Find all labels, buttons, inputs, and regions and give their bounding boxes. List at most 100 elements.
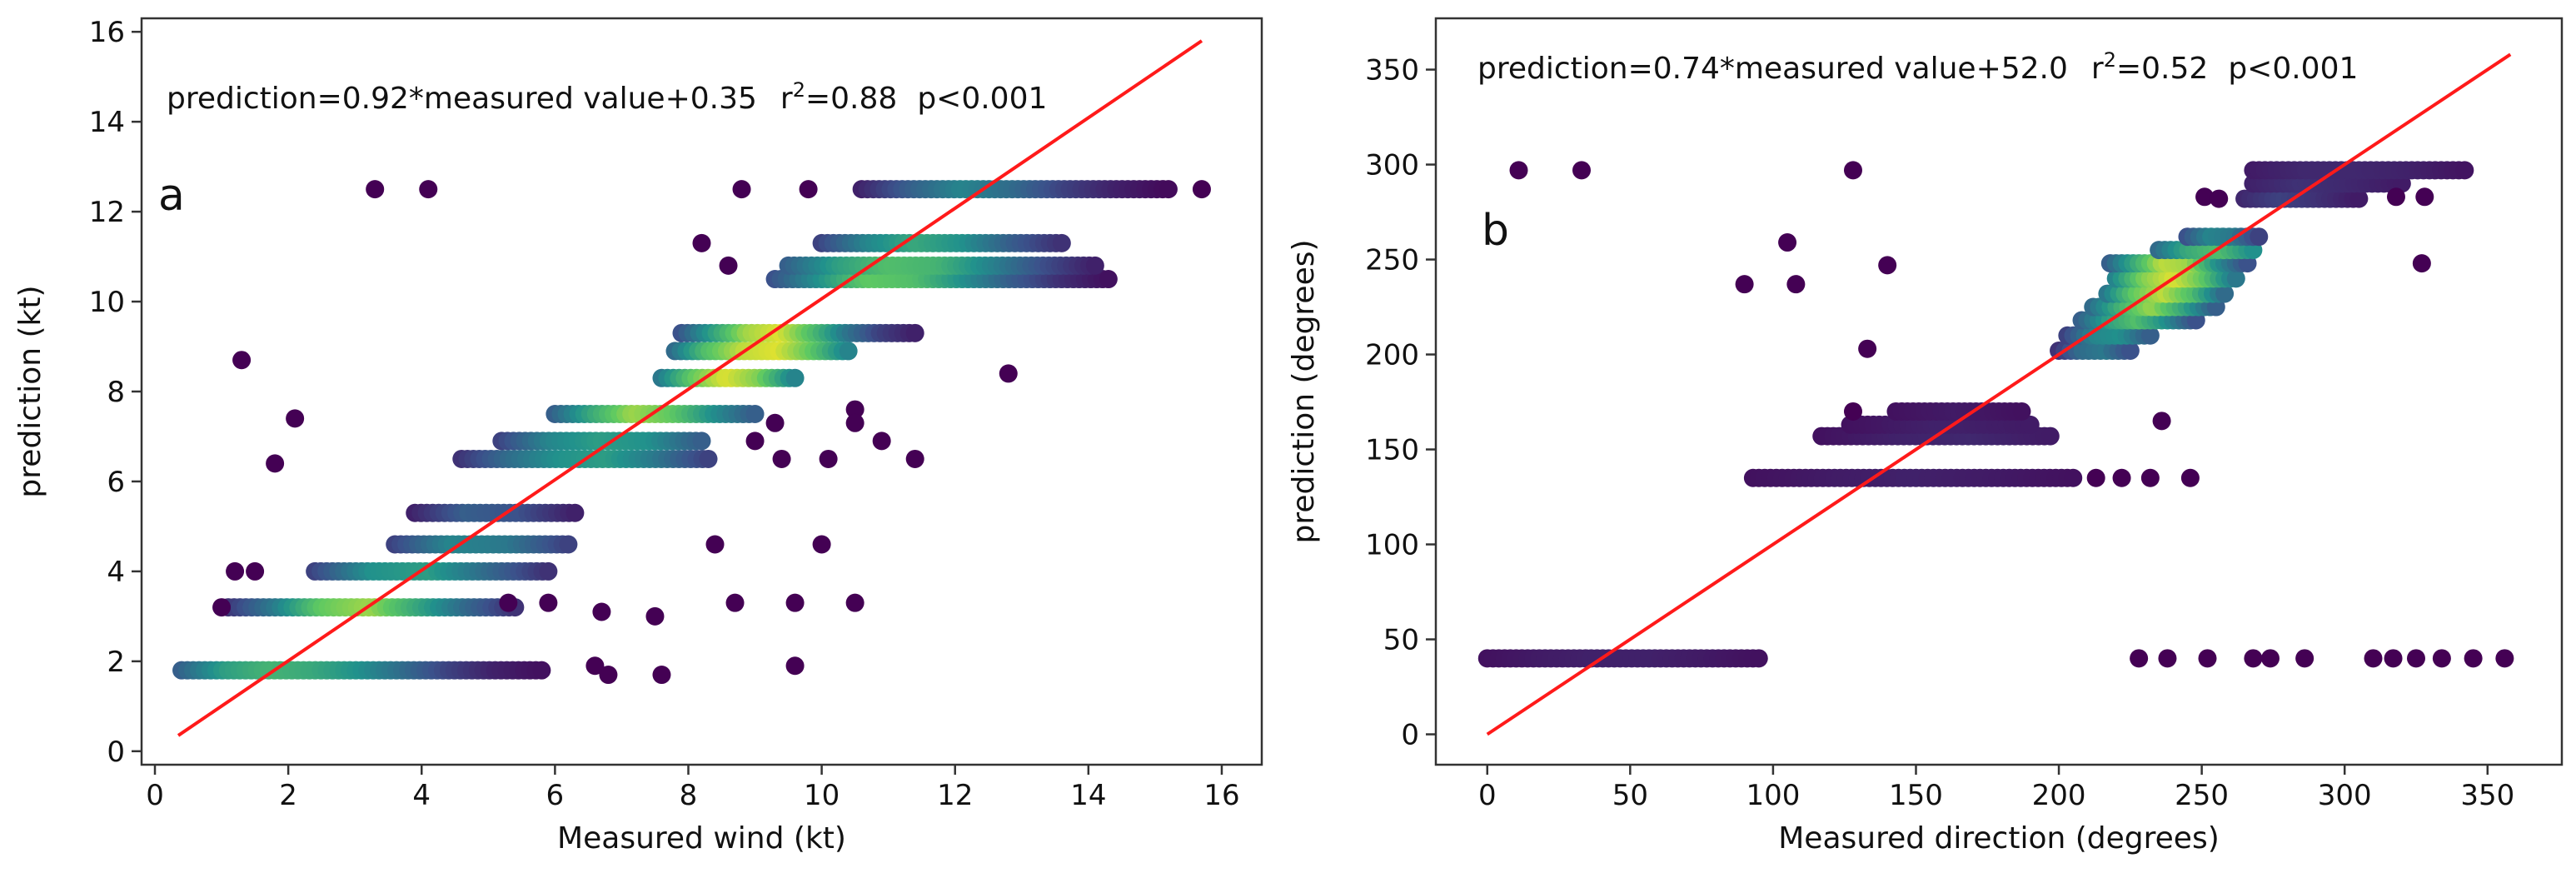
x-tick-label: 6 bbox=[546, 779, 565, 812]
outlier-point bbox=[2495, 649, 2514, 668]
y-tick-label: 10 bbox=[89, 286, 125, 319]
y-axis-label: prediction (degrees) bbox=[1287, 239, 1321, 543]
outlier-point bbox=[872, 432, 891, 451]
scatter-points bbox=[172, 180, 1211, 685]
outlier-point bbox=[2112, 468, 2131, 487]
x-tick-label: 200 bbox=[2032, 779, 2086, 812]
x-tick-label: 0 bbox=[146, 779, 164, 812]
scatter-point bbox=[839, 342, 858, 361]
outlier-point bbox=[2086, 468, 2105, 487]
y-tick-label: 0 bbox=[107, 736, 125, 769]
scatter-points bbox=[1477, 161, 2514, 668]
outlier-point bbox=[732, 180, 751, 199]
outlier-point bbox=[1509, 161, 1528, 180]
outlier-point bbox=[266, 454, 285, 473]
outlier-point bbox=[286, 409, 305, 428]
scatter-point bbox=[532, 661, 551, 680]
y-tick-label: 200 bbox=[1365, 339, 1419, 372]
x-tick-label: 16 bbox=[1203, 779, 1239, 812]
y-tick-label: 300 bbox=[1365, 149, 1419, 182]
x-tick-label: 0 bbox=[1478, 779, 1497, 812]
x-tick-label: 8 bbox=[680, 779, 698, 812]
outlier-point bbox=[1786, 275, 1806, 294]
outlier-point bbox=[2260, 649, 2280, 668]
scatter-point bbox=[1749, 649, 1768, 668]
panel-label: a bbox=[158, 171, 185, 221]
outlier-point bbox=[725, 593, 745, 612]
x-tick-label: 10 bbox=[804, 779, 840, 812]
outlier-point bbox=[1843, 402, 1862, 421]
outlier-point bbox=[1778, 233, 1797, 252]
regression-line bbox=[1486, 52, 2512, 736]
y-tick-label: 150 bbox=[1365, 434, 1419, 467]
outlier-point bbox=[812, 535, 831, 554]
outlier-point bbox=[785, 656, 805, 676]
x-tick-label: 50 bbox=[1612, 779, 1648, 812]
outlier-point bbox=[2415, 187, 2434, 207]
scatter-point bbox=[1085, 256, 1104, 275]
outlier-point bbox=[2195, 187, 2215, 207]
y-tick-label: 6 bbox=[107, 466, 125, 499]
y-tick-label: 250 bbox=[1365, 244, 1419, 277]
outlier-point bbox=[645, 606, 665, 626]
y-tick-label: 350 bbox=[1365, 54, 1419, 87]
x-tick-label: 4 bbox=[412, 779, 431, 812]
scatter-point bbox=[539, 561, 558, 581]
y-tick-label: 14 bbox=[89, 106, 125, 139]
outlier-point bbox=[585, 656, 605, 676]
scatter-point bbox=[1052, 233, 1071, 252]
x-tick-label: 350 bbox=[2460, 779, 2514, 812]
regression-annotation: prediction=0.92*measured value+0.35 r2=0.… bbox=[167, 78, 1047, 116]
scatter-point bbox=[745, 404, 765, 423]
scatter-point bbox=[699, 449, 718, 468]
outlier-point bbox=[2244, 649, 2263, 668]
outlier-point bbox=[1843, 161, 1862, 180]
scatter-point bbox=[2250, 227, 2269, 247]
y-tick-label: 4 bbox=[107, 556, 125, 589]
outlier-point bbox=[2198, 649, 2217, 668]
outlier-point bbox=[905, 449, 924, 468]
y-tick-label: 0 bbox=[1401, 719, 1419, 752]
outlier-point bbox=[705, 535, 725, 554]
outlier-point bbox=[785, 593, 805, 612]
scatter-point bbox=[2120, 341, 2140, 360]
outlier-point bbox=[226, 561, 245, 581]
outlier-point bbox=[366, 180, 385, 199]
outlier-point bbox=[2140, 468, 2160, 487]
y-tick-label: 12 bbox=[89, 196, 125, 229]
scatter-point bbox=[566, 503, 585, 522]
axes-frame bbox=[1434, 17, 2564, 766]
outlier-point bbox=[2180, 468, 2200, 487]
scatter-point bbox=[2215, 284, 2235, 303]
scatter-point bbox=[1099, 270, 1118, 289]
outlier-point bbox=[845, 593, 864, 612]
y-tick-label: 8 bbox=[107, 376, 125, 409]
outlier-point bbox=[1572, 161, 1592, 180]
scatter-point bbox=[2140, 326, 2160, 345]
outlier-point bbox=[1858, 339, 1877, 358]
outlier-point bbox=[2364, 649, 2383, 668]
outlier-point bbox=[845, 400, 864, 419]
outlier-point bbox=[2386, 187, 2405, 207]
outlier-point bbox=[2130, 649, 2149, 668]
outlier-point bbox=[2210, 189, 2229, 208]
x-tick-label: 14 bbox=[1070, 779, 1106, 812]
outlier-point bbox=[765, 413, 785, 432]
x-tick-label: 100 bbox=[1746, 779, 1800, 812]
regression-annotation: prediction=0.74*measured value+52.0 r2=0.… bbox=[1477, 48, 2358, 86]
outlier-point bbox=[599, 666, 618, 685]
outlier-point bbox=[232, 351, 252, 370]
y-axis-label: prediction (kt) bbox=[13, 285, 47, 497]
outlier-point bbox=[1192, 180, 1211, 199]
outlier-point bbox=[499, 593, 518, 612]
axes-frame bbox=[140, 17, 1263, 766]
outlier-point bbox=[212, 598, 232, 617]
scatter-point bbox=[2020, 415, 2040, 434]
x-tick-label: 150 bbox=[1889, 779, 1943, 812]
outlier-point bbox=[539, 593, 558, 612]
outlier-point bbox=[2432, 649, 2451, 668]
x-axis-label: Measured direction (degrees) bbox=[1778, 821, 2220, 856]
outlier-point bbox=[2152, 412, 2171, 431]
outlier-point bbox=[2464, 649, 2483, 668]
